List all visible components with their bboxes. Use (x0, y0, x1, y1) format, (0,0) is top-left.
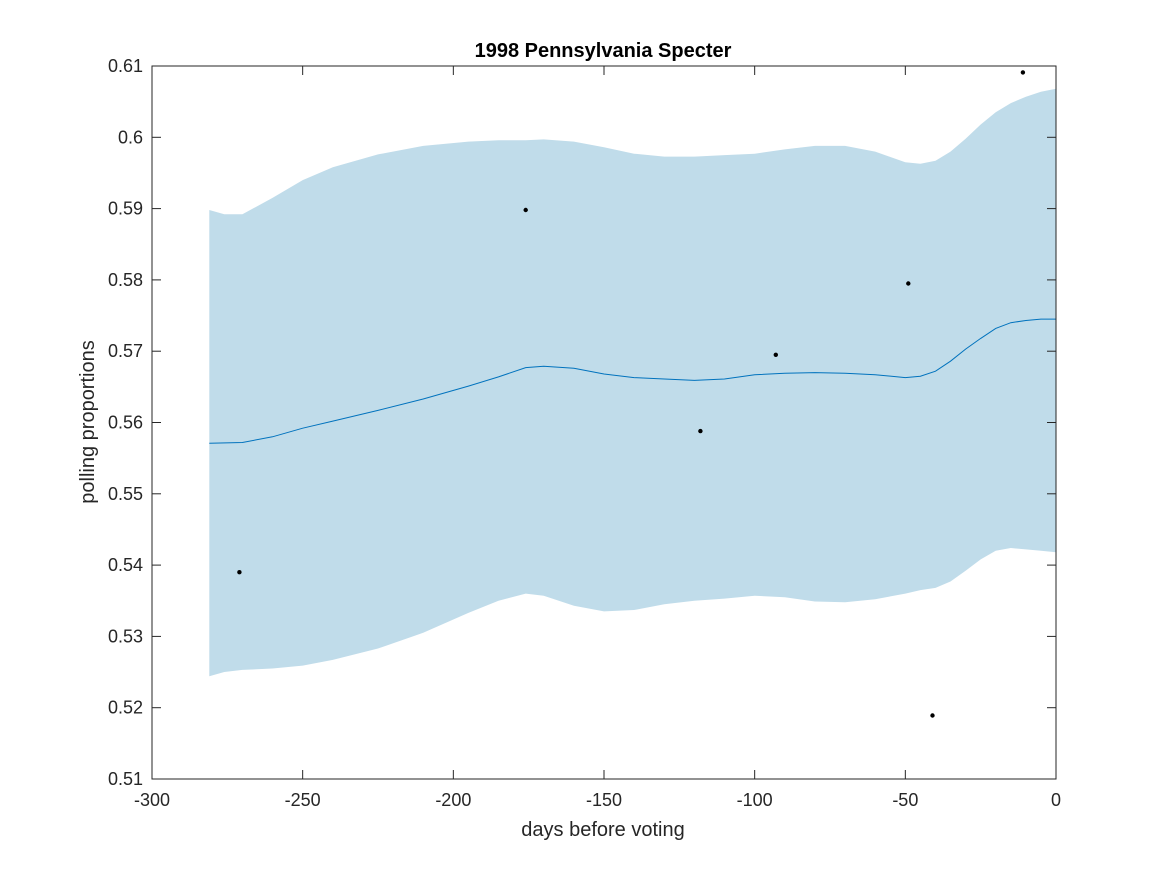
chart-title: 1998 Pennsylvania Specter (475, 40, 732, 62)
y-tick-label: 0.53 (108, 626, 143, 646)
data-point (523, 207, 528, 213)
x-tick-label: -150 (586, 790, 622, 810)
data-point (1020, 70, 1026, 75)
x-tick-label: -100 (737, 790, 773, 810)
x-tick-label: -50 (892, 790, 918, 810)
x-tick-label: 0 (1051, 790, 1061, 810)
x-tick-label: -200 (435, 790, 471, 810)
data-point (773, 352, 778, 357)
x-axis-label: days before voting (521, 819, 684, 841)
data-point (237, 570, 242, 575)
data-point (930, 713, 935, 718)
data-point (698, 428, 703, 434)
y-tick-label: 0.6 (118, 127, 143, 147)
y-tick-label: 0.56 (108, 413, 143, 433)
plot-area: -300 -250 -200 -150 -100 -50 0 0.51 0.52 0.53 0.54… (108, 56, 1061, 810)
confidence-band (209, 88, 1057, 677)
y-tick-label: 0.59 (108, 199, 143, 219)
y-tick-label: 0.61 (108, 56, 143, 76)
data-point (906, 281, 911, 286)
x-tick-label: -250 (285, 790, 321, 810)
y-tick-label: 0.51 (108, 769, 143, 789)
mean-line (209, 318, 1056, 444)
x-tick-label: -300 (134, 790, 170, 810)
y-tick-label: 0.54 (108, 555, 143, 575)
y-tick-label: 0.55 (108, 484, 143, 504)
y-tick-label: 0.57 (108, 341, 143, 361)
y-axis-label: polling proportions (77, 340, 99, 503)
y-tick-label: 0.52 (108, 698, 143, 718)
y-tick-label: 0.58 (108, 270, 143, 290)
